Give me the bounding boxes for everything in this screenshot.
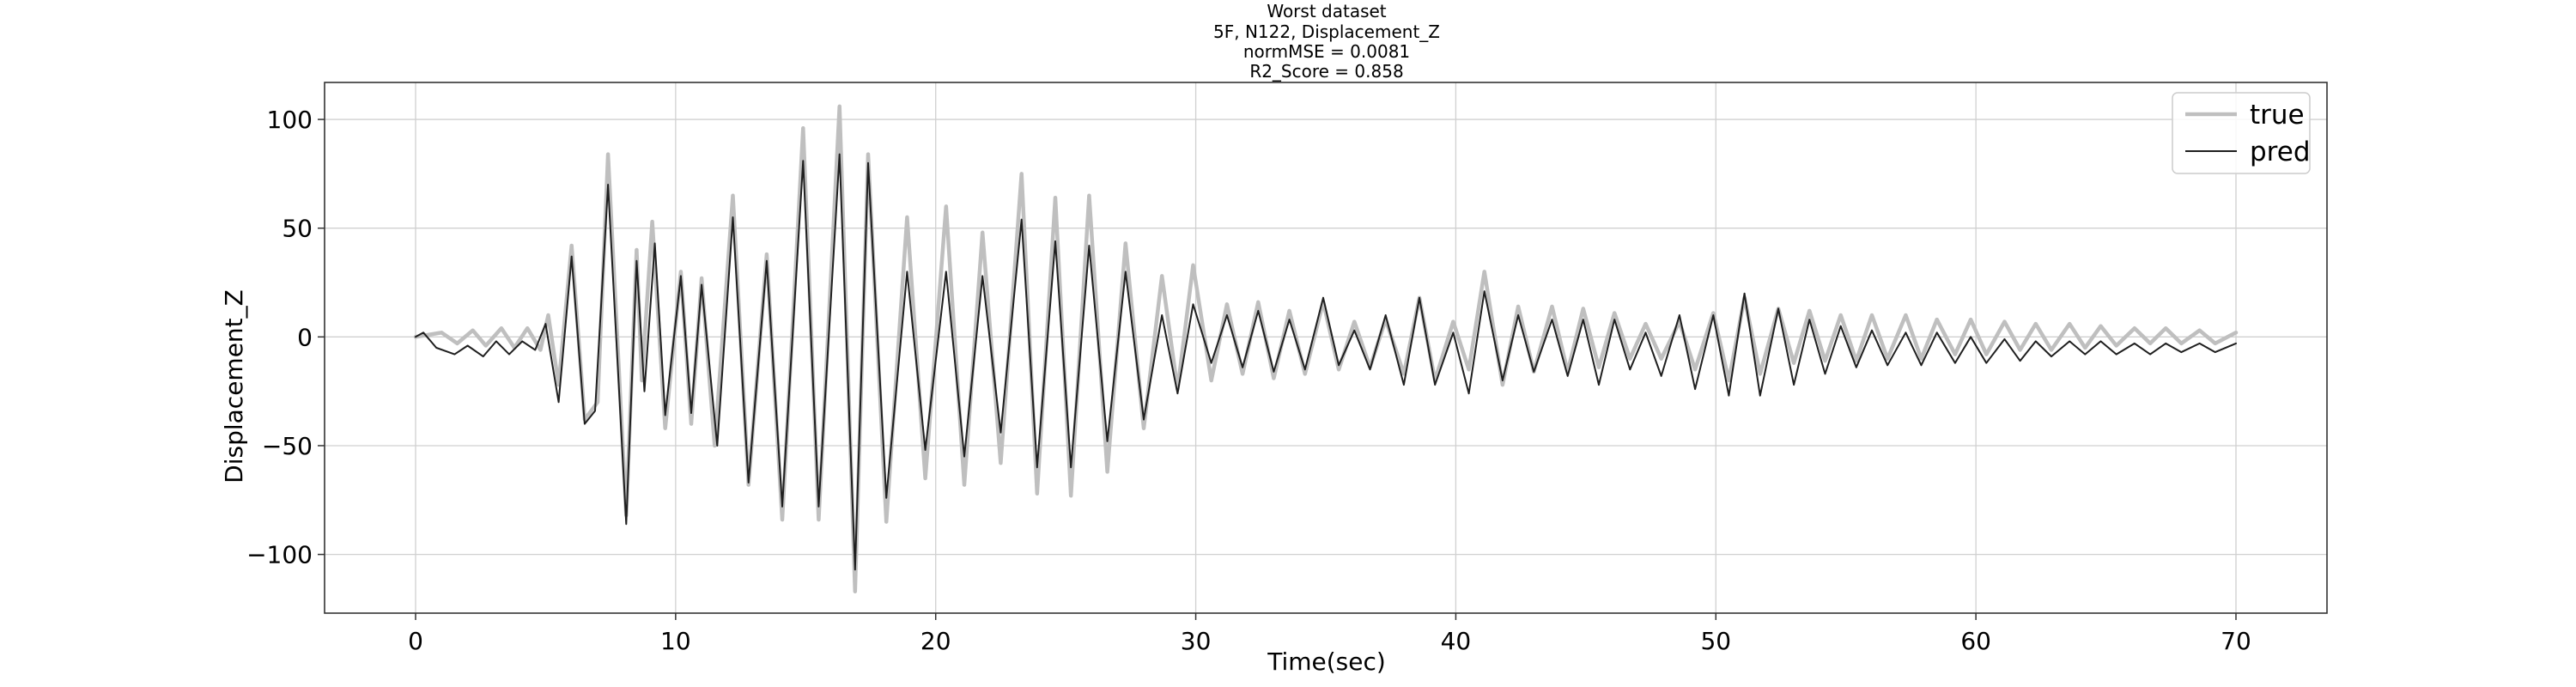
x-tick-label: 10 [660,627,691,655]
x-tick-label: 50 [1700,627,1731,655]
y-tick-label: −100 [246,541,313,569]
y-tick-label: −50 [262,432,313,460]
x-tick-label: 60 [1960,627,1991,655]
x-axis-ticks: 0 10 20 30 40 50 60 70 [408,613,2251,655]
series-layer [413,104,2239,593]
y-tick-label: 100 [267,106,313,134]
series-line-pred [415,153,2237,571]
chart-title-line-4: R2_Score = 0.858 [1249,61,1403,82]
x-tick-label: 40 [1441,627,1472,655]
x-tick-label: 30 [1181,627,1212,655]
x-tick-label: 0 [408,627,423,655]
y-tick-label: 50 [282,215,313,243]
legend-label-true: true [2250,100,2305,131]
chart-title-line-1: Worst dataset [1267,1,1386,21]
chart-title-line-2: 5F, N122, Displacement_Z [1213,21,1440,42]
grid [325,82,2327,613]
legend-label-pred: pred [2250,137,2311,167]
y-tick-label: 0 [297,323,313,351]
chart-title-line-3: normMSE = 0.0081 [1243,41,1410,62]
x-tick-label: 70 [2221,627,2251,655]
series-line-true [413,104,2239,593]
y-axis-ticks: −100 −50 0 50 100 [246,106,325,569]
x-tick-label: 20 [920,627,951,655]
y-axis-label: Displacement_Z [220,289,248,483]
legend: true pred [2172,92,2311,174]
plot-frame [324,82,2328,614]
x-axis-label: Time(sec) [1267,647,1386,676]
